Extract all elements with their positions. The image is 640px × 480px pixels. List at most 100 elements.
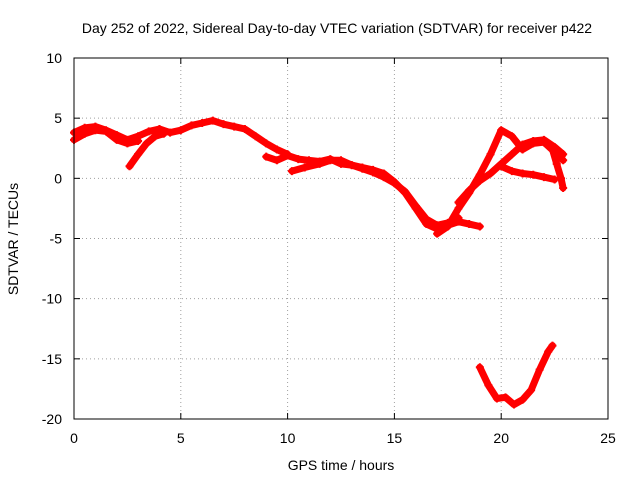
y-axis-label: SDTVAR / TECUs bbox=[5, 183, 21, 295]
plot-frame bbox=[73, 57, 609, 420]
data-point bbox=[125, 162, 134, 171]
data-point bbox=[510, 400, 519, 409]
data-point bbox=[422, 215, 431, 224]
y-tick-label: 5 bbox=[54, 110, 62, 126]
data-point bbox=[433, 229, 442, 238]
y-tick-label: -10 bbox=[42, 291, 62, 307]
data-point bbox=[91, 126, 100, 135]
data-point bbox=[187, 121, 196, 130]
data-point bbox=[102, 127, 111, 136]
x-tick-label: 15 bbox=[387, 430, 403, 446]
data-point bbox=[507, 132, 516, 141]
data-point bbox=[112, 135, 121, 144]
x-axis-label: GPS time / hours bbox=[288, 457, 395, 473]
x-tick-label: 0 bbox=[70, 430, 78, 446]
data-point bbox=[390, 179, 399, 188]
data-point bbox=[518, 169, 527, 178]
grid-layer bbox=[74, 58, 608, 419]
data-point bbox=[550, 175, 559, 184]
data-point bbox=[475, 222, 484, 231]
data-point bbox=[433, 221, 442, 230]
data-point bbox=[559, 150, 568, 159]
data-point bbox=[497, 126, 506, 135]
data-point bbox=[548, 341, 557, 350]
x-tick-label: 10 bbox=[280, 430, 296, 446]
data-point bbox=[272, 156, 281, 165]
data-point bbox=[501, 393, 510, 402]
data-point bbox=[465, 220, 474, 229]
data-point bbox=[144, 127, 153, 136]
data-point bbox=[240, 124, 249, 133]
data-point bbox=[518, 395, 527, 404]
data-point bbox=[208, 116, 217, 125]
y-tick-label: -20 bbox=[42, 411, 62, 427]
data-point bbox=[379, 173, 388, 182]
data-point bbox=[134, 150, 143, 159]
x-tick-label: 25 bbox=[600, 430, 616, 446]
data-point bbox=[475, 176, 484, 185]
data-point bbox=[294, 155, 303, 164]
data-point bbox=[219, 120, 228, 129]
y-tick-label: -5 bbox=[50, 231, 63, 247]
data-point bbox=[326, 156, 335, 165]
data-point bbox=[369, 168, 378, 177]
y-tick-label: 10 bbox=[46, 50, 62, 66]
data-point bbox=[251, 132, 260, 141]
data-series-track-i bbox=[549, 146, 567, 192]
data-point bbox=[539, 173, 548, 182]
data-series-track-j bbox=[476, 342, 556, 409]
data-point bbox=[166, 128, 175, 137]
data-point bbox=[529, 137, 538, 146]
data-point bbox=[300, 163, 309, 172]
data-point bbox=[142, 139, 151, 148]
data-point bbox=[443, 222, 452, 231]
data-point bbox=[497, 162, 506, 171]
data-point bbox=[123, 139, 132, 148]
data-point bbox=[134, 137, 143, 146]
data-point bbox=[557, 174, 566, 183]
data-point bbox=[287, 167, 296, 176]
data-point bbox=[159, 129, 168, 138]
data-series-track-e bbox=[288, 156, 462, 229]
series-layer bbox=[70, 116, 568, 409]
data-point bbox=[80, 129, 89, 138]
data-point bbox=[176, 126, 185, 135]
chart-title: Day 252 of 2022, Sidereal Day-to-day VTE… bbox=[82, 20, 592, 36]
data-point bbox=[262, 139, 271, 148]
data-point bbox=[198, 118, 207, 127]
data-point bbox=[507, 150, 516, 159]
x-tick-label: 5 bbox=[177, 430, 185, 446]
y-tick-label: -15 bbox=[42, 351, 62, 367]
data-point bbox=[486, 150, 495, 159]
data-point bbox=[544, 347, 553, 356]
data-point bbox=[548, 145, 557, 154]
data-point bbox=[539, 135, 548, 144]
data-point bbox=[337, 156, 345, 165]
data-point bbox=[283, 151, 292, 160]
data-point bbox=[484, 381, 493, 390]
data-point bbox=[272, 145, 281, 154]
data-point bbox=[358, 164, 367, 173]
data-point bbox=[347, 161, 356, 170]
data-point bbox=[411, 202, 420, 211]
data-point bbox=[151, 132, 160, 141]
data-point bbox=[315, 159, 324, 168]
data-point bbox=[559, 183, 568, 192]
data-point bbox=[401, 187, 410, 196]
data-point bbox=[527, 386, 536, 395]
tick-layer: 0 5 10 15 20 25 10 5 0 -5 -10 -15 -20 bbox=[42, 50, 616, 446]
data-point bbox=[492, 394, 501, 403]
data-point bbox=[552, 159, 561, 168]
data-point bbox=[454, 198, 463, 207]
data-point bbox=[507, 167, 516, 176]
x-tick-label: 20 bbox=[493, 430, 509, 446]
data-point bbox=[262, 152, 271, 161]
data-point bbox=[486, 169, 495, 178]
data-point bbox=[465, 186, 474, 195]
data-point bbox=[529, 170, 538, 179]
data-point bbox=[230, 122, 239, 131]
y-tick-label: 0 bbox=[54, 170, 62, 186]
data-point bbox=[518, 140, 527, 149]
data-point bbox=[535, 365, 544, 374]
